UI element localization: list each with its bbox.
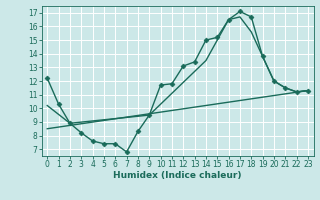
X-axis label: Humidex (Indice chaleur): Humidex (Indice chaleur) [113, 171, 242, 180]
